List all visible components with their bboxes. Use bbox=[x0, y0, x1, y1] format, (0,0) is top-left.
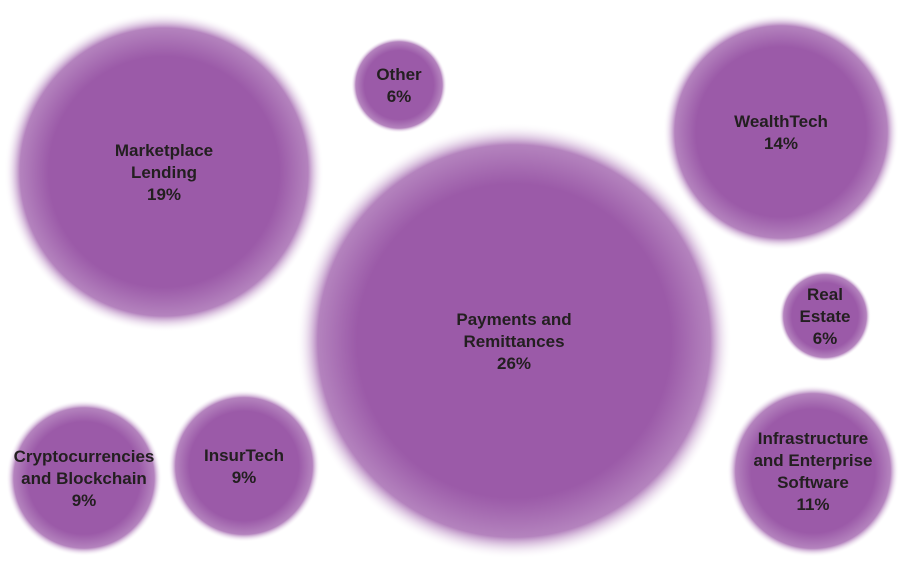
bubble-category-label: InsurTech bbox=[204, 446, 284, 465]
bubble-circle bbox=[6, 400, 162, 556]
bubble-category-label: Estate bbox=[799, 307, 850, 326]
bubble-circle bbox=[296, 123, 732, 559]
bubble-category-label: Real bbox=[807, 285, 843, 304]
bubble-circle bbox=[4, 12, 324, 332]
bubble-circle bbox=[779, 270, 871, 362]
bubble-category-label: and Blockchain bbox=[21, 469, 147, 488]
bubble-circle bbox=[663, 14, 899, 250]
bubble-category-label: Infrastructure bbox=[758, 429, 869, 448]
bubble-cryptocurrencies-and-blockchain: Cryptocurrencies and Blockchain 9% bbox=[6, 400, 162, 556]
bubble-infrastructure-and-enterprise-software: Infrastructure and Enterprise Software 11% bbox=[727, 385, 899, 557]
bubble-real-estate: Real Estate 6% bbox=[779, 270, 871, 362]
bubble-circle bbox=[351, 37, 447, 133]
bubble-value-label: 14% bbox=[764, 134, 798, 153]
bubble-value-label: 6% bbox=[813, 329, 838, 348]
bubble-value-label: 11% bbox=[796, 495, 829, 514]
bubble-circle bbox=[727, 385, 899, 557]
bubble-category-label: WealthTech bbox=[734, 112, 828, 131]
bubble-category-label: Marketplace bbox=[115, 141, 213, 160]
bubble-value-label: 26% bbox=[497, 354, 531, 373]
bubble-marketplace-lending: Marketplace Lending 19% bbox=[4, 12, 324, 332]
bubble-category-label: Payments and bbox=[456, 310, 571, 329]
bubble-category-label: and Enterprise bbox=[753, 451, 872, 470]
bubble-value-label: 9% bbox=[232, 468, 257, 487]
bubble-value-label: 19% bbox=[147, 185, 181, 204]
bubble-category-label: Software bbox=[777, 473, 849, 492]
bubble-insurtech: InsurTech 9% bbox=[168, 390, 320, 542]
bubble-category-label: Lending bbox=[131, 163, 197, 182]
bubble-wealthtech: WealthTech 14% bbox=[663, 14, 899, 250]
bubble-category-label: Remittances bbox=[463, 332, 564, 351]
bubble-circle bbox=[168, 390, 320, 542]
bubble-value-label: 9% bbox=[72, 491, 97, 510]
bubble-category-label: Other bbox=[376, 65, 422, 84]
bubble-payments-and-remittances: Payments and Remittances 26% bbox=[296, 123, 732, 559]
bubble-value-label: 6% bbox=[387, 87, 412, 106]
bubble-category-label: Cryptocurrencies bbox=[14, 447, 155, 466]
bubble-other: Other 6% bbox=[351, 37, 447, 133]
